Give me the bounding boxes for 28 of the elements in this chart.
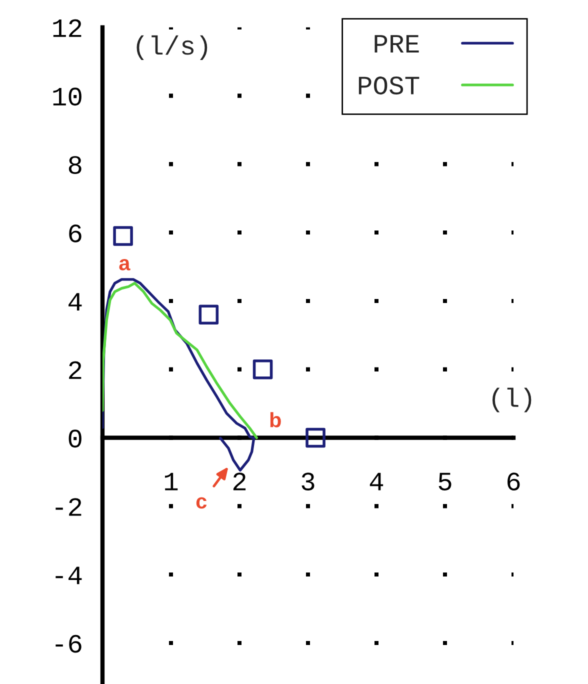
x-tick-label: 5 (438, 472, 452, 490)
annotation: c (196, 497, 207, 509)
annotation: a (119, 259, 130, 270)
y-tick-label: 0 (68, 430, 82, 448)
y-tick-label: 10 (53, 88, 82, 106)
y-tick-label: 4 (68, 293, 82, 311)
point (113, 226, 133, 246)
x-tick-label: 1 (164, 472, 178, 490)
point (306, 428, 326, 448)
annotation: b (270, 412, 281, 428)
y-tick-label: -2 (56, 498, 82, 516)
x-tick-label: 2 (233, 472, 246, 490)
x-tick-label: 6 (508, 472, 520, 490)
legend-label: POST (358, 76, 420, 94)
y-axis-title: (l/s) (136, 35, 208, 60)
y-tick-label: 2 (69, 361, 82, 379)
y-tick-label: 12 (53, 19, 82, 37)
x-tick-label: 4 (370, 472, 384, 490)
y-tick-label: -4 (56, 566, 82, 584)
y-tick-label: 8 (68, 156, 82, 174)
y-tick-label: 6 (69, 224, 82, 242)
point (198, 304, 219, 325)
x-axis-title: (l) (492, 388, 532, 412)
y-tick-label: -6 (56, 634, 82, 653)
x-tick-label: 3 (302, 472, 314, 490)
legend-label: PRE (374, 35, 419, 52)
point (252, 359, 273, 380)
line-series (102, 282, 258, 440)
